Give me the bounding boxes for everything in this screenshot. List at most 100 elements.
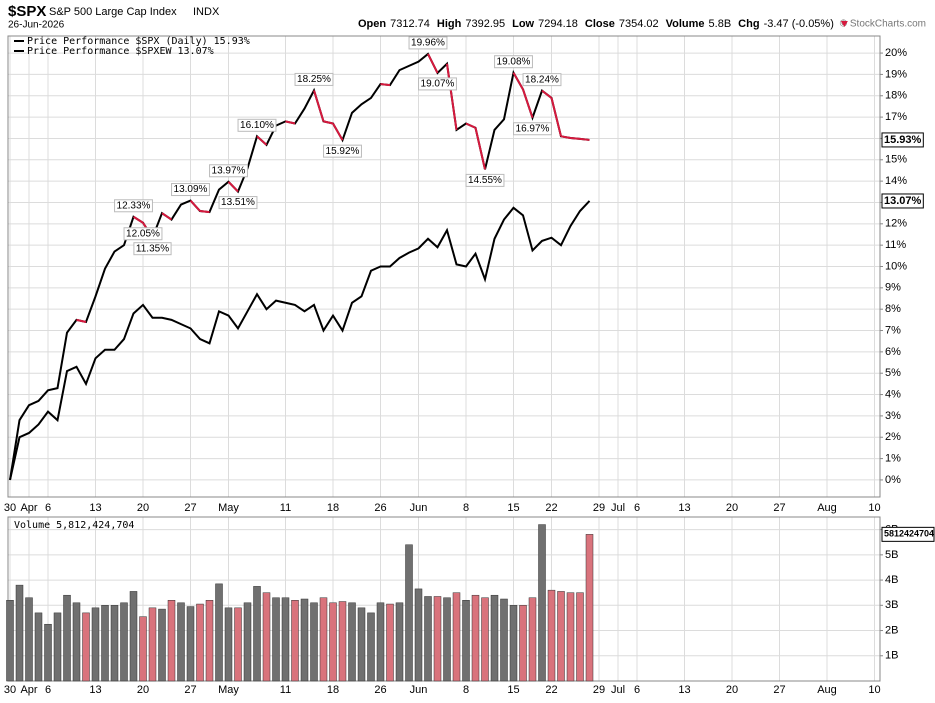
data-label-box xyxy=(418,77,457,91)
volume-bar xyxy=(367,612,375,682)
volume-bar xyxy=(338,601,347,682)
volume-bar xyxy=(91,607,100,682)
volume-bar xyxy=(110,605,119,682)
volume-bar xyxy=(500,598,508,682)
volume-bar xyxy=(243,602,252,682)
volume-bar xyxy=(386,603,394,682)
x-tick-label: 20 xyxy=(137,684,149,696)
x-tick-label: 26 xyxy=(374,684,386,696)
line xyxy=(9,52,590,481)
data-label: 18.25% xyxy=(297,74,331,85)
quote-label: High xyxy=(437,18,462,30)
volume-bar xyxy=(272,597,280,682)
volume-bar xyxy=(329,602,337,682)
y-tick-label: 5B xyxy=(885,549,898,561)
data-label: 19.07% xyxy=(421,79,455,90)
volume-bar xyxy=(215,583,223,682)
volume-bar xyxy=(196,603,204,682)
volume-bar xyxy=(585,534,594,682)
change-arrow xyxy=(840,21,848,27)
y-tick-label: 5% xyxy=(885,367,901,379)
y-tick-label: 14% xyxy=(885,175,907,187)
down-segment xyxy=(313,90,325,122)
data-label: 13.97% xyxy=(212,165,246,176)
x-tick-label: Aug xyxy=(817,502,837,514)
x-tick-label: 8 xyxy=(463,684,469,696)
line xyxy=(9,200,591,481)
volume-bar xyxy=(167,600,176,682)
volume-bar xyxy=(538,524,546,682)
volume-bar xyxy=(519,605,527,682)
volume-bar xyxy=(139,616,147,682)
x-tick-label: Aug xyxy=(817,684,837,696)
quote-value: -3.47 (-0.05%) xyxy=(764,18,834,30)
y-tick-label: 10% xyxy=(885,260,907,272)
y-tick-label: 3% xyxy=(885,410,901,422)
x-tick-label: May xyxy=(218,684,239,696)
data-label-box xyxy=(209,164,248,178)
volume-bar xyxy=(158,608,166,682)
last-value-label: 13.07% xyxy=(884,195,922,207)
x-tick-label: 18 xyxy=(327,684,339,696)
x-tick-label: 30 xyxy=(4,684,16,696)
x-tick-label: 13 xyxy=(678,502,690,514)
legend-label: Price Performance $SPX (Daily) 15.93% xyxy=(27,36,250,47)
data-label: 16.10% xyxy=(240,120,274,131)
volume-bar xyxy=(177,602,185,682)
x-tick-label: 29 xyxy=(593,502,605,514)
data-label: 13.51% xyxy=(221,197,255,208)
date: 26-Jun-2026 xyxy=(8,20,65,31)
volume-bar xyxy=(300,598,309,682)
down-segment xyxy=(446,63,458,131)
data-label-box xyxy=(294,72,334,86)
x-tick-label: 6 xyxy=(634,502,640,514)
volume-bar xyxy=(462,600,470,682)
quote-value: 7294.18 xyxy=(538,18,578,30)
y-tick-label: 7% xyxy=(885,324,901,336)
data-label: 11.35% xyxy=(136,243,169,254)
volume-bar xyxy=(63,594,71,682)
down-segment xyxy=(560,135,571,140)
x-tick-label: 10 xyxy=(868,502,880,514)
quote-value: 7312.74 xyxy=(390,18,430,30)
volume-bar xyxy=(6,600,14,682)
volume-bar xyxy=(576,592,584,682)
volume-bar xyxy=(490,594,499,682)
x-tick-label: 20 xyxy=(726,502,738,514)
exchange: INDX xyxy=(193,6,220,18)
y-tick-label: 8% xyxy=(885,303,901,315)
y-tick-label: 0% xyxy=(885,474,901,486)
x-tick-label: 11 xyxy=(280,684,291,696)
last-value-tag xyxy=(881,193,924,209)
legend-label: Price Performance $SPXEW 13.07% xyxy=(27,46,214,57)
quote-label: Volume xyxy=(666,18,705,30)
volume-bar xyxy=(509,605,518,682)
volume-bar xyxy=(101,605,109,682)
volume-bar xyxy=(376,602,385,682)
x-tick-label: 27 xyxy=(184,684,196,696)
x-tick-label: Apr xyxy=(20,684,37,696)
volume-bar xyxy=(34,612,43,682)
quote-label: Chg xyxy=(738,18,759,30)
volume-bar xyxy=(452,592,461,682)
x-tick-label: 13 xyxy=(89,502,101,514)
down-segment xyxy=(285,120,296,125)
down-segment xyxy=(550,97,562,137)
volume-bar xyxy=(234,607,242,682)
credit: © StockCharts.com xyxy=(840,19,926,30)
down-segment xyxy=(323,120,334,125)
panel-frame xyxy=(7,35,881,498)
volume-bar xyxy=(148,607,157,682)
last-value-tag xyxy=(881,526,935,542)
volume-bar xyxy=(547,589,556,682)
down-segment xyxy=(522,89,534,119)
y-tick-label: 9% xyxy=(885,282,901,294)
quote-value: 5.8B xyxy=(709,18,732,30)
volume-bar xyxy=(348,602,356,682)
volume-bar xyxy=(44,623,52,682)
last-value-tag xyxy=(881,132,924,148)
volume-bar xyxy=(471,594,480,682)
data-label-box xyxy=(218,196,258,210)
volume-bar xyxy=(310,602,318,682)
y-tick-label: 12% xyxy=(885,218,907,230)
